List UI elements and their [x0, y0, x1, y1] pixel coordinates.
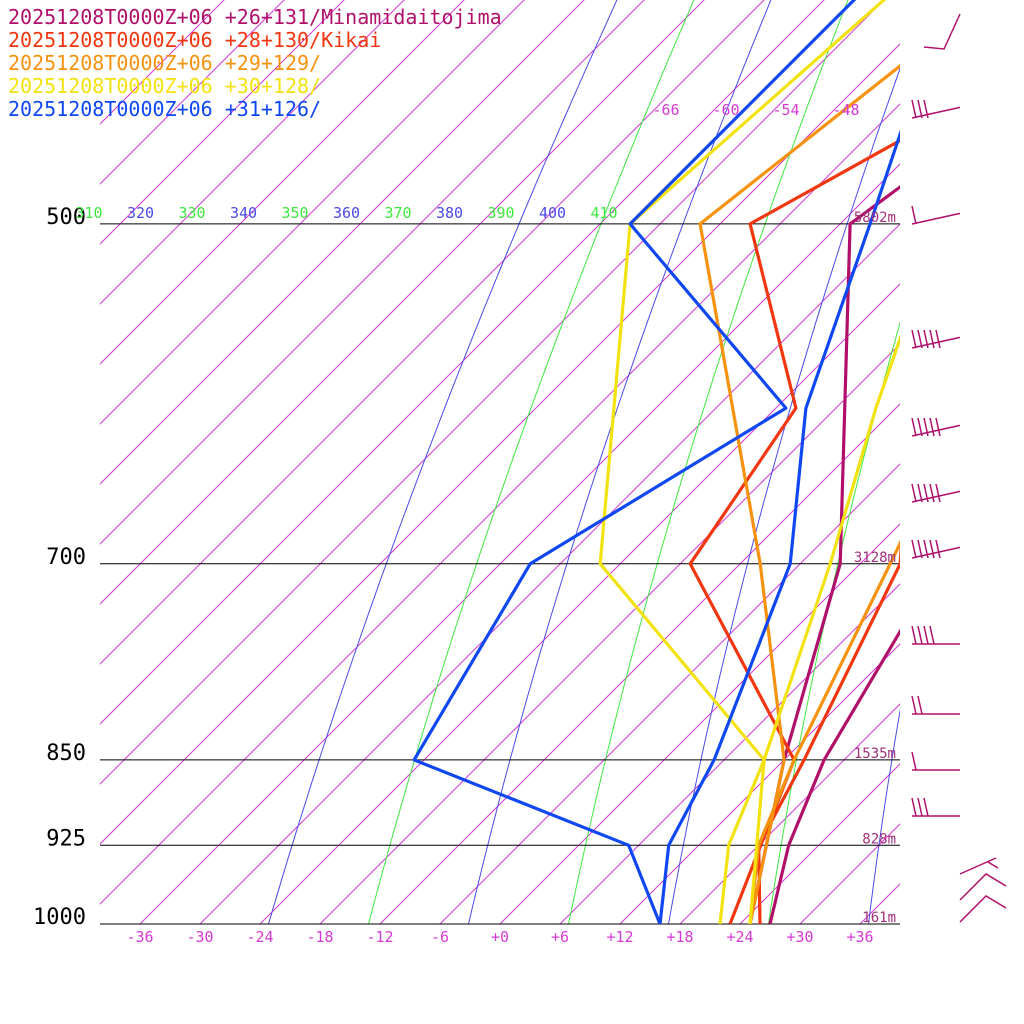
height-label: 1535m — [854, 746, 896, 762]
dry-adiabat-line — [567, 0, 849, 924]
isotherm-line — [100, 43, 900, 845]
theta-label: 350 — [281, 204, 308, 222]
wind-barb-icon — [911, 483, 961, 503]
wind-barb-icon — [911, 205, 961, 225]
height-label: 828m — [862, 831, 896, 847]
legend: 20251208T0000Z+06 +26+131/Minamidaitojim… — [8, 6, 502, 121]
top-temperature-label: -54 — [772, 101, 799, 119]
series-4-temperature-line — [718, 334, 900, 924]
isotherm-line — [439, 463, 900, 924]
wind-barb-icon — [911, 539, 961, 559]
dry-adiabat-line — [767, 321, 900, 924]
top-temperature-label: -48 — [832, 101, 859, 119]
theta-label: 370 — [384, 204, 411, 222]
wind-barb-icon — [959, 895, 1007, 923]
temperature-tick-label: +24 — [726, 928, 753, 946]
theta-label: 340 — [230, 204, 257, 222]
isotherm-line — [859, 883, 900, 924]
sounding-series — [412, 0, 900, 924]
series-1-temperature-line — [768, 628, 900, 924]
wind-barb-icon — [911, 751, 960, 771]
temperature-tick-label: +12 — [606, 928, 633, 946]
isotherm-line — [199, 223, 900, 924]
wind-barb-icon — [911, 417, 961, 437]
legend-entry-1: 20251208T0000Z+06 +26+131/Minamidaitojim… — [8, 5, 502, 29]
wind-barb-icon — [911, 797, 960, 817]
temperature-tick-label: +18 — [666, 928, 693, 946]
theta-label: 380 — [436, 204, 463, 222]
wind-barb-icon — [911, 329, 961, 349]
wind-barb-icon — [911, 695, 960, 715]
legend-entry-2: 20251208T0000Z+06 +28+130/Kikai — [8, 28, 382, 52]
pressure-label: 850 — [46, 741, 86, 766]
series-2-dewpoint-line — [688, 138, 900, 924]
wind-barb-icon — [923, 13, 961, 50]
temperature-tick-label: -18 — [306, 928, 333, 946]
dry-adiabat-line — [467, 0, 772, 924]
temperature-tick-label: -6 — [431, 928, 449, 946]
legend-entry-4: 20251208T0000Z+06 +30+128/ — [8, 74, 322, 98]
isotherm-line — [679, 703, 900, 924]
temperature-tick-label: -12 — [366, 928, 393, 946]
isotherm-line — [100, 0, 585, 485]
legend-entry-5: 20251208T0000Z+06 +31+126/ — [8, 97, 322, 121]
theta-label: 360 — [333, 204, 360, 222]
pressure-label: 700 — [46, 545, 86, 570]
temperature-tick-label: -36 — [126, 928, 153, 946]
isotherm-line — [920, 0, 1024, 924]
axis-labels: 10016554m15014172m20012372m25010885m3009… — [33, 101, 896, 946]
pressure-label: 925 — [46, 826, 86, 851]
isobar-lines — [100, 223, 900, 925]
series-3-dewpoint-line — [698, 63, 900, 924]
pressure-label: 500 — [46, 205, 86, 230]
temperature-tick-label: +6 — [551, 928, 569, 946]
isotherm-line — [100, 0, 885, 785]
temperature-tick-label: +36 — [846, 928, 873, 946]
dry-adiabat-line — [867, 708, 900, 924]
series-5-dewpoint-line — [412, 0, 857, 924]
pressure-label: 1000 — [33, 905, 86, 930]
isotherm-line — [619, 643, 900, 924]
temperature-tick-label: -30 — [186, 928, 213, 946]
isotherm-line — [799, 823, 900, 924]
theta-label: 400 — [539, 204, 566, 222]
dry-adiabat-line — [267, 0, 618, 924]
theta-label: 330 — [178, 204, 205, 222]
isotherm-line — [100, 103, 900, 905]
temperature-tick-label: +0 — [491, 928, 509, 946]
series-2-temperature-line — [757, 542, 900, 924]
series-4-dewpoint-line — [598, 0, 887, 924]
wind-barbs — [911, 13, 1007, 923]
isotherm-line — [100, 0, 705, 605]
wind-barb-icon — [959, 873, 1007, 901]
height-label: 3128m — [854, 550, 896, 566]
top-temperature-label: -66 — [652, 101, 679, 119]
isotherm-line — [100, 0, 645, 545]
isotherm-line — [319, 343, 900, 924]
theta-label: 410 — [590, 204, 617, 222]
height-label: 161m — [862, 910, 896, 926]
wind-barb-icon — [959, 857, 999, 875]
wind-barb-icon — [911, 99, 961, 119]
isotherm-line — [139, 163, 900, 924]
series-5-temperature-line — [658, 129, 900, 924]
wind-barb-icon — [911, 625, 960, 645]
isotherm-line — [100, 0, 525, 425]
theta-label: 390 — [487, 204, 514, 222]
dry-adiabat-line — [964, 0, 1024, 973]
legend-entry-3: 20251208T0000Z+06 +29+129/ — [8, 51, 322, 75]
top-temperature-label: -60 — [712, 101, 739, 119]
background-lines — [100, 0, 1024, 973]
isotherm-line — [100, 0, 765, 665]
theta-label: 320 — [127, 204, 154, 222]
theta-label: 310 — [75, 204, 102, 222]
dry-adiabat-line — [367, 0, 695, 924]
isotherm-line — [259, 283, 900, 924]
isotherm-line — [100, 0, 825, 725]
series-3-temperature-line — [748, 539, 900, 924]
temperature-tick-label: -24 — [246, 928, 273, 946]
temperature-tick-label: +30 — [786, 928, 813, 946]
height-label: 5802m — [854, 210, 896, 226]
